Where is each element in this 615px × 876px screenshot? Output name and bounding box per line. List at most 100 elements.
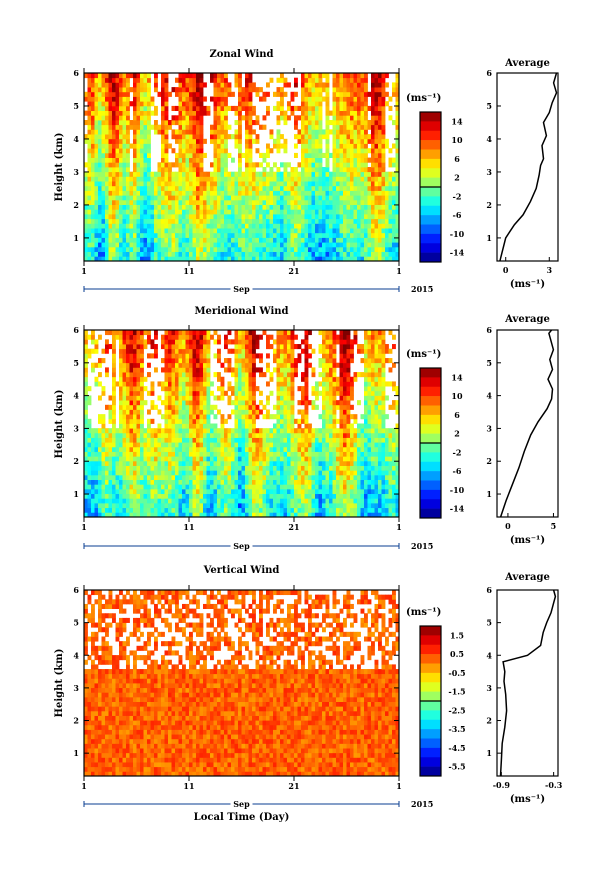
heatmap-cell (255, 488, 260, 495)
heatmap-cell (329, 251, 333, 257)
heatmap-cell (210, 409, 214, 415)
heatmap-cell (140, 512, 144, 518)
heatmap-cell (294, 82, 298, 88)
heatmap-cell (112, 237, 116, 243)
heatmap-cell (357, 232, 361, 238)
heatmap-cell (322, 190, 326, 196)
heatmap-cell (112, 376, 116, 382)
heatmap-cell (91, 446, 95, 452)
heatmap-cell (346, 148, 351, 154)
heatmap-cell (332, 228, 337, 234)
heatmap-cell (276, 214, 281, 220)
heatmap-cell (255, 460, 260, 466)
heatmap-cell (115, 493, 120, 499)
heatmap-cell (87, 400, 92, 406)
heatmap-cell (140, 171, 144, 177)
heatmap-cell (87, 87, 92, 93)
heatmap-cell (178, 465, 183, 471)
heatmap-cell (161, 138, 165, 144)
heatmap-cell (164, 390, 169, 396)
heatmap-cell (182, 134, 186, 140)
heatmap-cell (245, 129, 249, 135)
heatmap-cell (133, 171, 137, 177)
colorbar-segment (420, 158, 441, 169)
heatmap-cell (231, 493, 235, 499)
heatmap-cell (290, 185, 295, 191)
heatmap-cell (367, 120, 372, 126)
heatmap-cell (154, 242, 158, 248)
heatmap-cell (168, 395, 172, 401)
heatmap-cell (227, 87, 232, 93)
heatmap-cell (199, 120, 204, 126)
heatmap-cell (350, 195, 354, 201)
heatmap-cell (168, 479, 172, 485)
heatmap-cell (196, 460, 200, 466)
heatmap-cell (388, 157, 393, 163)
heatmap-cell (238, 348, 242, 354)
heatmap-cell (147, 148, 151, 154)
heatmap-cell (262, 218, 267, 224)
heatmap-cell (217, 204, 221, 210)
heatmap-cell (262, 451, 267, 457)
heatmap-cell (241, 195, 246, 201)
heatmap-cell (220, 381, 225, 387)
heatmap-cell (112, 110, 116, 116)
colorbar-tick-label: -10 (450, 229, 465, 239)
heatmap-cell (164, 218, 169, 224)
heatmap-cell (171, 479, 176, 485)
heatmap-cell (133, 209, 137, 215)
heatmap-cell (136, 400, 141, 406)
heatmap-cell (171, 362, 176, 368)
heatmap-cell (220, 73, 225, 79)
heatmap-cell (357, 167, 361, 173)
heatmap-cell (168, 442, 172, 448)
heatmap-cell (339, 237, 344, 243)
heatmap-cell (87, 246, 92, 252)
heatmap-cell (161, 367, 165, 373)
heatmap-cell (91, 190, 95, 196)
heatmap-cell (185, 358, 190, 364)
heatmap-cell (392, 223, 396, 229)
heatmap-cell (136, 362, 141, 368)
heatmap-cell (122, 353, 127, 359)
heatmap-cell (364, 176, 368, 182)
heatmap-cell (161, 451, 165, 457)
heatmap-cell (248, 195, 253, 201)
heatmap-cell (262, 91, 267, 97)
heatmap-cell (252, 479, 256, 485)
heatmap-cell (255, 456, 260, 462)
heatmap-cell (140, 195, 144, 201)
heatmap-cell (336, 148, 340, 154)
heatmap-cell (133, 367, 137, 373)
heatmap-cell (227, 381, 232, 387)
heatmap-cell (255, 214, 260, 220)
heatmap-cell (98, 395, 102, 401)
heatmap-cell (357, 157, 361, 163)
heatmap-cell (252, 129, 256, 135)
heatmap-cell (122, 372, 127, 378)
heatmap-cell (353, 232, 358, 238)
heatmap-cell (185, 157, 190, 163)
heatmap-cell (178, 176, 183, 182)
heatmap-cell (133, 339, 137, 345)
heatmap-cell (203, 209, 207, 215)
heatmap-cell (136, 484, 141, 490)
heatmap-cell (245, 414, 249, 420)
heatmap-cell (147, 460, 151, 466)
heatmap-cell (301, 157, 305, 163)
heatmap-cell (318, 105, 323, 111)
heatmap-cell (245, 502, 249, 509)
heatmap-cell (357, 91, 361, 97)
heatmap-cell (217, 195, 221, 201)
heatmap-cell (220, 185, 225, 191)
heatmap-cell (234, 395, 239, 401)
heatmap-cell (112, 148, 116, 154)
heatmap-cell (175, 120, 179, 126)
heatmap-cell (308, 190, 312, 196)
heatmap-cell (199, 460, 204, 466)
heatmap-cell (203, 110, 207, 116)
heatmap-cell (133, 460, 137, 466)
heatmap-cell (182, 339, 186, 345)
heatmap-cell (234, 442, 239, 448)
heatmap-cell (182, 386, 186, 392)
